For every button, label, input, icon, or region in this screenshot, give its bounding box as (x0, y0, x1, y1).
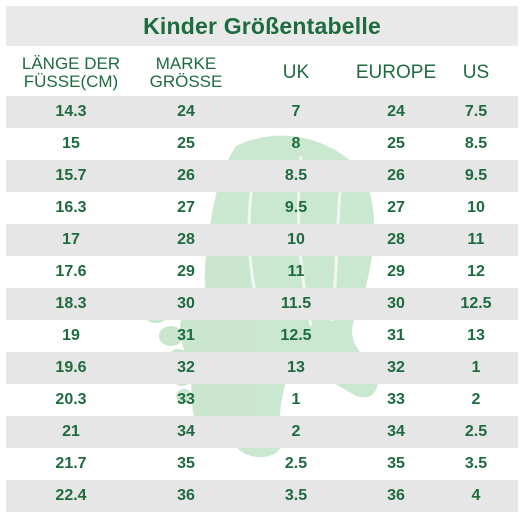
cell-brand-size: 34 (177, 423, 195, 440)
table-row: 21 34 2 34 2.5 (6, 416, 518, 448)
cell-europe: 35 (387, 455, 405, 472)
table-row: 19.6 32 13 32 1 (6, 352, 518, 384)
cell-foot-length: 18.3 (55, 295, 87, 312)
cell-europe: 34 (387, 423, 405, 440)
cell-brand-size: 36 (177, 487, 195, 504)
cell-europe: 31 (387, 327, 405, 344)
cell-us: 2.5 (464, 423, 488, 440)
cell-europe: 26 (387, 167, 405, 184)
cell-brand-size: 30 (177, 295, 195, 312)
cell-uk: 3.5 (284, 487, 308, 504)
page-title: Kinder Größentabelle (143, 12, 381, 39)
cell-uk: 11 (287, 263, 305, 280)
cell-foot-length: 20.3 (55, 391, 87, 408)
size-chart: Kinder Größentabelle LÄNGE DER FÜSSE(CM)… (6, 6, 518, 514)
cell-uk: 10 (287, 231, 305, 248)
cell-europe: 28 (387, 231, 405, 248)
header-us: US (462, 62, 490, 83)
table-row: 14.3 24 7 24 7.5 (6, 96, 518, 128)
cell-foot-length: 16.3 (55, 199, 87, 216)
cell-uk: 8.5 (284, 167, 308, 184)
cell-brand-size: 33 (177, 391, 195, 408)
cell-europe: 29 (387, 263, 405, 280)
cell-brand-size: 26 (177, 167, 195, 184)
cell-uk: 7 (291, 103, 301, 120)
cell-uk: 13 (287, 359, 305, 376)
cell-uk: 8 (291, 135, 301, 152)
table-row: 15.7 26 8.5 26 9.5 (6, 160, 518, 192)
cell-europe: 36 (387, 487, 405, 504)
cell-foot-length: 22.4 (55, 487, 87, 504)
cell-foot-length: 21.7 (55, 455, 87, 472)
cell-europe: 33 (387, 391, 405, 408)
cell-us: 13 (467, 327, 485, 344)
header-europe: EUROPE (355, 62, 437, 83)
cell-uk: 9.5 (284, 199, 308, 216)
cell-us: 3.5 (464, 455, 488, 472)
header-uk: UK (282, 62, 310, 83)
cell-brand-size: 24 (177, 103, 195, 120)
cell-uk: 11.5 (280, 295, 312, 312)
cell-foot-length: 17 (62, 231, 80, 248)
cell-brand-size: 31 (177, 327, 195, 344)
title-bar: Kinder Größentabelle (6, 6, 518, 46)
table-row: 21.7 35 2.5 35 3.5 (6, 448, 518, 480)
cell-foot-length: 15 (62, 135, 80, 152)
header-foot-length: LÄNGE DER FÜSSE(CM) (21, 54, 121, 91)
cell-uk: 12.5 (280, 327, 312, 344)
table-row: 19 31 12.5 31 13 (6, 320, 518, 352)
cell-us: 12 (467, 263, 485, 280)
cell-us: 12.5 (460, 295, 492, 312)
header-brand-size: MARKE GRÖSSE (149, 54, 223, 91)
cell-brand-size: 29 (177, 263, 195, 280)
cell-foot-length: 14.3 (55, 103, 87, 120)
cell-foot-length: 17.6 (55, 263, 87, 280)
cell-brand-size: 27 (177, 199, 195, 216)
cell-brand-size: 32 (177, 359, 195, 376)
table-row: 15 25 8 25 8.5 (6, 128, 518, 160)
cell-europe: 32 (387, 359, 405, 376)
cell-us: 4 (471, 487, 481, 504)
table-row: 22.4 36 3.5 36 4 (6, 480, 518, 512)
cell-brand-size: 35 (177, 455, 195, 472)
cell-brand-size: 28 (177, 231, 195, 248)
cell-us: 7.5 (464, 103, 488, 120)
cell-us: 2 (471, 391, 481, 408)
cell-uk: 2 (291, 423, 301, 440)
table-body: 14.3 24 7 24 7.5 15 25 8 25 8.5 15.7 26 8.5 26 9.5 16.3… (6, 96, 518, 512)
cell-uk: 1 (291, 391, 301, 408)
cell-foot-length: 21 (62, 423, 80, 440)
cell-us: 8.5 (464, 135, 488, 152)
table-row: 17 28 10 28 11 (6, 224, 518, 256)
table-row: 18.3 30 11.5 30 12.5 (6, 288, 518, 320)
cell-europe: 24 (387, 103, 405, 120)
table-row: 16.3 27 9.5 27 10 (6, 192, 518, 224)
cell-us: 1 (471, 359, 481, 376)
table-row: 20.3 33 1 33 2 (6, 384, 518, 416)
table-row: 17.6 29 11 29 12 (6, 256, 518, 288)
cell-uk: 2.5 (284, 455, 308, 472)
table-header: LÄNGE DER FÜSSE(CM) MARKE GRÖSSE UK EURO… (6, 50, 518, 96)
cell-europe: 30 (387, 295, 405, 312)
cell-foot-length: 19.6 (55, 359, 87, 376)
cell-europe: 27 (387, 199, 405, 216)
cell-foot-length: 15.7 (55, 167, 87, 184)
cell-us: 11 (467, 231, 485, 248)
cell-brand-size: 25 (177, 135, 195, 152)
cell-europe: 25 (387, 135, 405, 152)
cell-us: 9.5 (464, 167, 488, 184)
cell-foot-length: 19 (62, 327, 80, 344)
cell-us: 10 (467, 199, 485, 216)
